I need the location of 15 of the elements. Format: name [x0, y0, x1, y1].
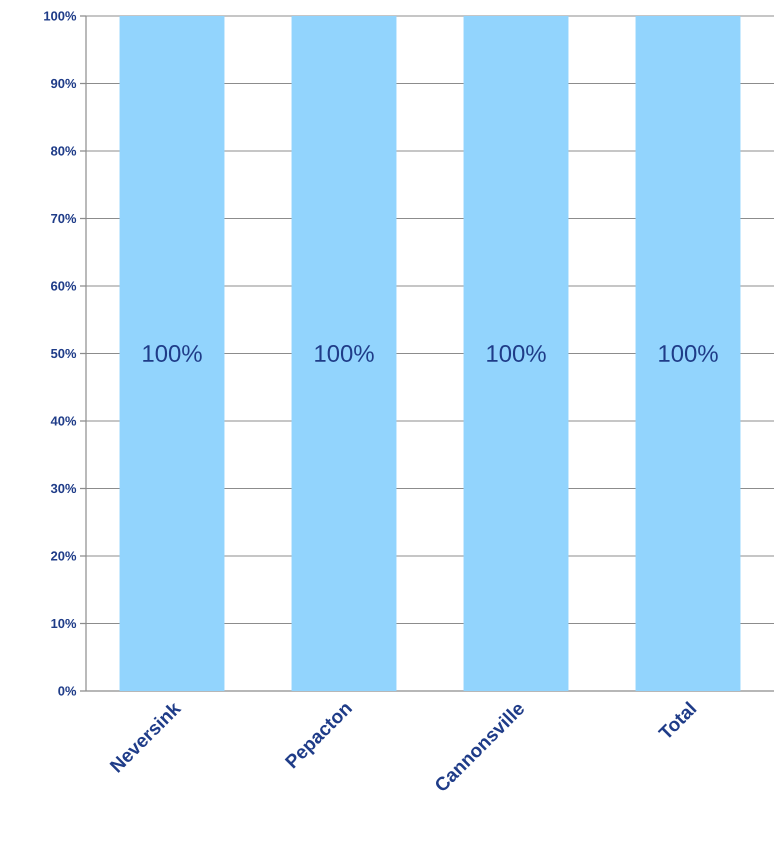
y-tick-label: 30% — [50, 484, 76, 494]
y-tick-label: 50% — [50, 348, 76, 358]
data-label: 100% — [315, 345, 374, 362]
y-tick-label: 70% — [51, 214, 76, 224]
y-tick-label: 80% — [50, 146, 76, 156]
y-tick-label: 40% — [50, 416, 76, 426]
y-tick-label: 60% — [51, 281, 76, 291]
y-tick-label: 90% — [51, 78, 76, 88]
data-label: 100% — [487, 345, 546, 362]
y-tick-label: 10% — [51, 618, 76, 628]
y-tick-label: 0% — [58, 686, 76, 696]
data-label: 100% — [143, 345, 202, 362]
y-tick-label: 20% — [51, 551, 76, 561]
y-tick-label: 100% — [44, 11, 76, 21]
data-label: 100% — [659, 345, 718, 362]
